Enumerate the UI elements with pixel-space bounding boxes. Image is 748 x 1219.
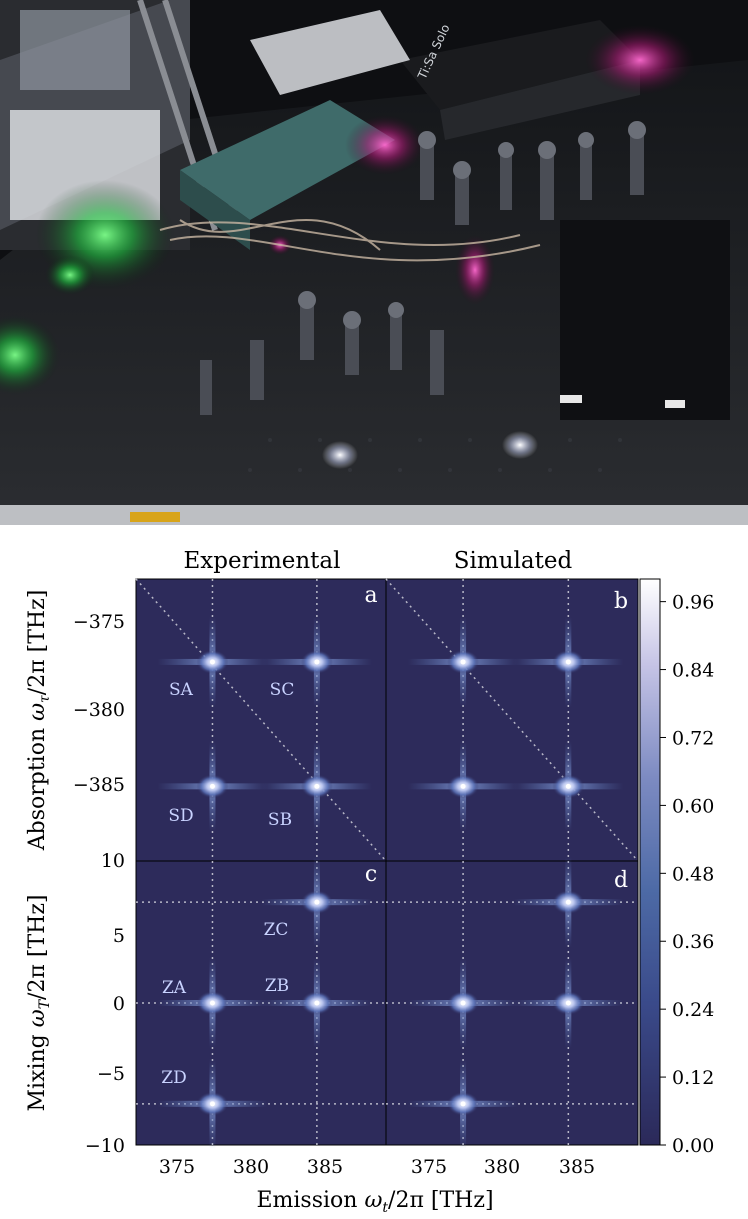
colorbar: [639, 578, 661, 1146]
panel-letter-d: d: [614, 868, 628, 893]
colorbar-tick-label: 0.00: [672, 1135, 714, 1157]
lab-photo: Ti:Sa Solo: [0, 0, 748, 525]
y-tick-bottom-1: 5: [113, 925, 125, 947]
x-tick-b-380: 380: [484, 1156, 520, 1178]
colorbar-tick-label: 0.60: [672, 795, 714, 817]
peak-label-sa: SA: [169, 680, 194, 700]
column-title-experimental: Experimental: [184, 548, 341, 574]
colorbar-tick-label: 0.84: [672, 660, 714, 682]
colorbar-tick-label: 0.24: [672, 999, 714, 1021]
colorbar-tick-label: 0.72: [672, 727, 714, 749]
x-tick-a-385: 385: [307, 1156, 343, 1178]
column-title-simulated: Simulated: [454, 548, 573, 574]
peak-label-zc: ZC: [264, 920, 289, 940]
y-axis-label-absorption: Absorption ωτ/2π [THz]: [25, 590, 53, 852]
panel-d: [385, 857, 639, 1149]
peak-core: [565, 1000, 571, 1006]
peak-label-sb: SB: [268, 810, 292, 830]
peak-core: [314, 659, 320, 665]
peak-core: [209, 659, 215, 665]
peak-core: [565, 899, 571, 905]
colorbar-tick-label: 0.12: [672, 1067, 714, 1089]
peak-core: [209, 783, 215, 789]
x-tick-b-385: 385: [559, 1156, 595, 1178]
x-tick-a-375: 375: [159, 1156, 195, 1178]
peak-core: [460, 659, 466, 665]
colorbar-tick-label: 0.48: [672, 863, 714, 885]
y-axis-label-mixing: Mixing ωT/2π [THz]: [25, 894, 53, 1111]
peak-label-sc: SC: [270, 680, 295, 700]
peak-core: [209, 1101, 215, 1107]
peak-label-za: ZA: [162, 978, 187, 998]
peak-core: [314, 899, 320, 905]
peak-core: [314, 783, 320, 789]
y-tick-top-2: −385: [73, 774, 125, 796]
peak-core: [565, 659, 571, 665]
panel-a: [135, 578, 387, 862]
peak-core: [460, 1101, 466, 1107]
peak-core: [460, 783, 466, 789]
panel-background: [385, 578, 639, 862]
panel-background: [135, 578, 387, 862]
panel-b: [385, 578, 639, 862]
x-axis-label: Emission ωt/2π [THz]: [256, 1188, 493, 1216]
colorbar-tick-label: 0.96: [672, 592, 714, 614]
y-tick-bottom-2: 0: [113, 993, 125, 1015]
peak-label-zb: ZB: [265, 976, 289, 996]
panel-letter-c: c: [365, 862, 377, 887]
y-tick-bottom-0: 10: [101, 850, 125, 872]
x-tick-b-375: 375: [411, 1156, 447, 1178]
colorbar-tick-label: 0.36: [672, 931, 714, 953]
peak-label-sd: SD: [168, 806, 193, 826]
y-tick-top-1: −380: [73, 699, 125, 721]
peak-core: [565, 783, 571, 789]
peak-core: [209, 1000, 215, 1006]
spectra-figure: Experimental Simulated 0.96 0.84 0.72 0.60 0…: [25, 548, 714, 1216]
panel-c: [135, 857, 387, 1149]
panel-letter-b: b: [614, 589, 628, 614]
x-tick-a-380: 380: [233, 1156, 269, 1178]
y-tick-bottom-3: −5: [97, 1063, 125, 1085]
peak-core: [314, 1000, 320, 1006]
peak-core: [460, 1000, 466, 1006]
y-tick-top-0: −375: [73, 611, 125, 633]
panel-letter-a: a: [364, 583, 377, 608]
y-tick-bottom-4: −10: [85, 1135, 125, 1157]
peak-label-zd: ZD: [161, 1068, 186, 1088]
